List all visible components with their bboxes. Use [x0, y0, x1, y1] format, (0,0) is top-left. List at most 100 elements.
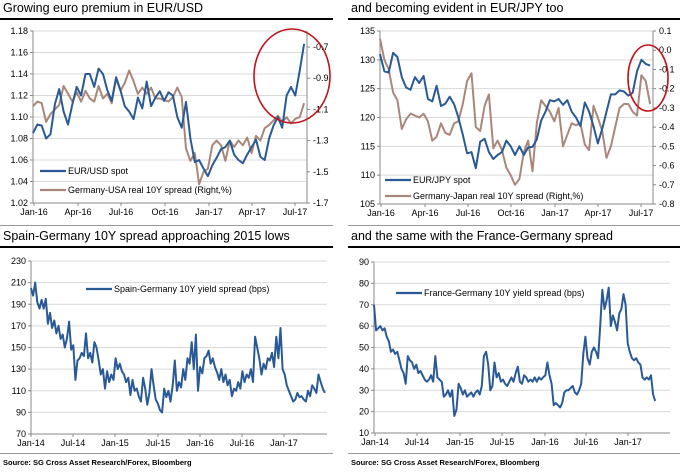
france-germany-legend-label: France-Germany 10Y yield spread (bps) [424, 288, 584, 298]
spain-germany-x-tick-label: Jan-16 [186, 438, 214, 448]
spain-germany-x-tick-label: Jan-14 [17, 438, 45, 448]
title-rule-eurusd [0, 18, 333, 20]
spain-germany-y-tick-label: 150 [11, 343, 26, 353]
eurusd-x-tick-label: Oct-16 [151, 207, 178, 217]
eurjpy-y-tick-label: 115 [361, 141, 375, 151]
eurjpy-y-right-tick-label: -0.5 [659, 141, 675, 151]
france-germany-x-tick-label: Jul-15 [490, 437, 515, 447]
spain-germany-x-tick-label: Jul-15 [146, 438, 171, 448]
eurusd-y-right-tick-label: -1.1 [313, 104, 329, 114]
bottom-rule-eurjpy [348, 225, 680, 226]
france-germany-y-tick-label: 40 [359, 364, 369, 374]
spain-germany-y-tick-label: 230 [11, 256, 26, 266]
chart-title-eurusd: Growing euro premium in EUR/USD [3, 1, 204, 15]
eurusd-y-right-tick-label: -1.5 [313, 167, 329, 177]
eurjpy-series-brown-line [379, 38, 652, 186]
eurjpy-y-tick-label: 110 [361, 170, 375, 180]
eurjpy-y-tick-label: 135 [360, 26, 375, 36]
spain-germany-x-tick-label: Jan-15 [101, 438, 129, 448]
spain-germany-y-tick-label: 170 [11, 321, 26, 331]
eurusd-x-tick-label: Jul-17 [283, 207, 308, 217]
eurjpy-x-tick-label: Jul-16 [456, 208, 481, 218]
eurjpy-legend-label: EUR/JPY spot [413, 175, 471, 185]
eurusd-y-tick-label: 1.04 [10, 177, 28, 187]
eurusd-x-tick-label: Jan-17 [195, 207, 223, 217]
eurusd-y-tick-label: 1.08 [10, 134, 28, 144]
eurjpy-y-right-tick-label: -0.8 [659, 199, 675, 209]
spain-germany-y-tick-label: 130 [11, 364, 26, 374]
france-germany-x-tick-label: Jul-14 [405, 437, 430, 447]
eurusd-x-tick-label: Apr-16 [64, 207, 91, 217]
france-germany-x-tick-label: Jan-16 [531, 437, 559, 447]
france-germany-y-tick-label: 20 [359, 407, 369, 417]
france-germany-y-tick-label: 10 [359, 428, 369, 438]
eurusd-y-tick-label: 1.12 [10, 91, 28, 101]
eurusd-x-tick-label: Jan-16 [20, 207, 48, 217]
eurjpy-y-tick-label: 130 [360, 55, 375, 65]
france-germany-x-tick-label: Jul-16 [574, 437, 599, 447]
france-germany-y-tick-label: 70 [359, 300, 369, 310]
france-germany-series-blue-line [373, 286, 657, 417]
france-germany-y-tick-label: 80 [359, 278, 369, 288]
eurusd-y-tick-label: 1.18 [10, 26, 28, 36]
source-note-right: Source: SG Cross Asset Research/Forex, B… [351, 458, 540, 467]
eurjpy-y-tick-label: 120 [360, 113, 375, 123]
eurjpy-x-tick-label: Apr-16 [411, 208, 438, 218]
eurjpy-x-tick-label: Apr-17 [584, 208, 611, 218]
eurusd-legend-label: EUR/USD spot [68, 166, 129, 176]
spain-germany-x-tick-label: Jan-17 [270, 438, 298, 448]
eurusd-y-tick-label: 1.14 [10, 69, 28, 79]
spain-germany-y-tick-label: 90 [16, 407, 26, 417]
france-germany-x-tick-label: Jan-17 [614, 437, 642, 447]
eurusd-y-tick-label: 1.16 [10, 48, 28, 58]
eurjpy-y-tick-label: 105 [360, 199, 375, 209]
eurjpy-series-blue-line [379, 51, 651, 170]
eurjpy-y-right-tick-label: -0.7 [659, 180, 675, 190]
eurjpy-y-right-tick-label: 0.0 [659, 45, 672, 55]
chart-title-france-germany: and the same with the France-Germany spr… [351, 229, 613, 243]
eurusd-highlight-circle [253, 28, 331, 124]
eurusd-x-tick-label: Apr-17 [238, 207, 265, 217]
france-germany-y-tick-label: 90 [359, 257, 369, 267]
eurjpy-y-tick-label: 125 [360, 84, 375, 94]
eurjpy-y-right-tick-label: -0.4 [659, 122, 675, 132]
spain-germany-y-tick-label: 70 [16, 429, 26, 439]
eurjpy-y-right-tick-label: 0.1 [659, 26, 672, 36]
eurjpy-y-right-tick-label: -0.3 [659, 103, 675, 113]
title-rule-eurjpy [348, 18, 680, 20]
france-germany-y-tick-label: 30 [359, 385, 369, 395]
france-germany-x-tick-label: Jan-14 [361, 437, 389, 447]
chart-title-eurjpy: and becoming evident in EUR/JPY too [351, 1, 564, 15]
spain-germany-legend-label: Spain-Germany 10Y yield spread (bps) [114, 284, 269, 294]
bottom-rule-france-germany [348, 453, 680, 454]
france-germany-y-tick-label: 60 [359, 321, 369, 331]
eurusd-series-blue-line [32, 43, 306, 178]
source-note-left: Source: SG Cross Asset Research/Forex, B… [3, 458, 192, 467]
eurusd-y-right-tick-label: -0.7 [313, 42, 329, 52]
eurjpy-x-tick-label: Jul-17 [629, 208, 654, 218]
eurjpy-y-right-tick-label: -0.6 [659, 161, 675, 171]
eurjpy-x-tick-label: Jan-17 [541, 208, 569, 218]
france-germany-y-tick-label: 50 [359, 343, 369, 353]
france-germany-x-tick-label: Jan-15 [446, 437, 474, 447]
chart-title-spain-germany: Spain-Germany 10Y spread approaching 201… [3, 229, 290, 243]
eurusd-y-right-tick-label: -1.7 [313, 198, 329, 208]
spain-germany-y-tick-label: 110 [12, 386, 26, 396]
eurusd-y-right-tick-label: -0.9 [313, 73, 329, 83]
eurusd-legend-label: Germany-USA real 10Y spread (Right,%) [68, 185, 232, 195]
bottom-rule-eurusd [0, 225, 333, 226]
eurjpy-legend-label: Germany-Japan real 10Y spread (Right,%) [413, 191, 583, 201]
eurusd-series-brown-line [32, 69, 306, 186]
spain-germany-x-tick-label: Jul-14 [61, 438, 86, 448]
spain-germany-series-blue-line [30, 281, 326, 414]
eurjpy-highlight-circle [627, 44, 669, 112]
spain-germany-y-tick-label: 190 [11, 299, 26, 309]
eurusd-y-tick-label: 1.02 [10, 198, 28, 208]
eurusd-y-tick-label: 1.06 [10, 155, 28, 165]
spain-germany-y-tick-label: 210 [11, 278, 26, 288]
title-rule-spain-germany [0, 246, 333, 248]
bottom-rule-spain-germany [0, 453, 333, 454]
title-rule-france-germany [348, 246, 680, 248]
eurusd-y-right-tick-label: -1.3 [313, 136, 329, 146]
